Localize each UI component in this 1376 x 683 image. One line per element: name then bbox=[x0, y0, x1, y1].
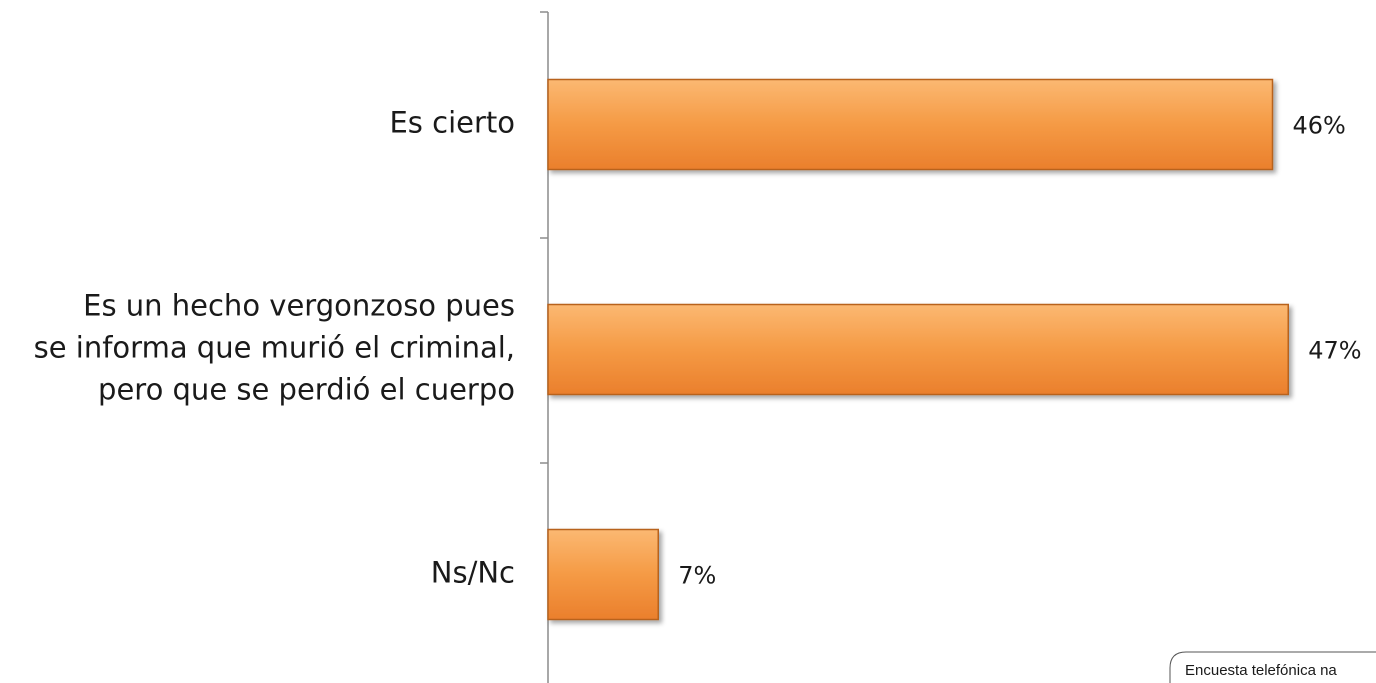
category-label: Es un hecho vergonzoso pues bbox=[83, 289, 515, 323]
category-label: Ns/Nc bbox=[431, 556, 515, 590]
bar bbox=[547, 78, 1274, 171]
bar bbox=[547, 528, 659, 621]
bar bbox=[547, 303, 1289, 396]
category-label: se informa que murió el criminal, bbox=[34, 331, 515, 365]
value-label: 7% bbox=[678, 562, 716, 590]
value-label: 46% bbox=[1293, 112, 1346, 140]
note: Encuesta telefónica na bbox=[1185, 662, 1337, 679]
category-label: Es cierto bbox=[389, 106, 515, 140]
note-box bbox=[1169, 651, 1376, 683]
category-label: pero que se perdió el cuerpo bbox=[98, 373, 515, 407]
value-label: 47% bbox=[1308, 337, 1361, 365]
